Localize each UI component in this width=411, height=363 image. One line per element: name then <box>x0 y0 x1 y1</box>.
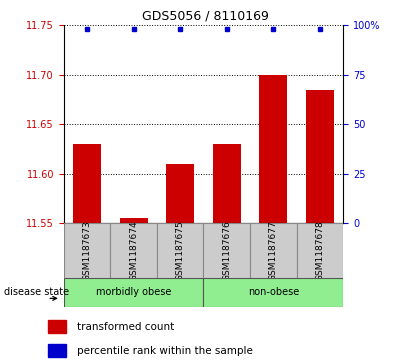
Bar <box>250 223 297 278</box>
Bar <box>213 144 241 223</box>
Bar <box>203 278 343 307</box>
Text: GSM1187673: GSM1187673 <box>83 220 92 281</box>
Text: GDS5056 / 8110169: GDS5056 / 8110169 <box>142 9 269 22</box>
FancyArrowPatch shape <box>50 297 57 300</box>
Text: GSM1187678: GSM1187678 <box>315 220 324 281</box>
Bar <box>64 223 110 278</box>
Text: GSM1187677: GSM1187677 <box>269 220 278 281</box>
Bar <box>48 344 67 357</box>
Bar <box>259 75 287 223</box>
Bar <box>64 278 203 307</box>
Text: disease state: disease state <box>4 287 69 297</box>
Bar <box>73 144 101 223</box>
Text: transformed count: transformed count <box>77 322 175 332</box>
Bar <box>166 164 194 223</box>
Bar <box>48 320 67 333</box>
Bar <box>297 223 343 278</box>
Text: GSM1187675: GSM1187675 <box>175 220 185 281</box>
Text: non-obese: non-obese <box>248 287 299 297</box>
Text: GSM1187676: GSM1187676 <box>222 220 231 281</box>
Text: percentile rank within the sample: percentile rank within the sample <box>77 346 253 356</box>
Bar <box>157 223 203 278</box>
Text: GSM1187674: GSM1187674 <box>129 220 138 281</box>
Bar <box>306 90 334 223</box>
Bar <box>120 218 148 223</box>
Bar <box>203 223 250 278</box>
Text: morbidly obese: morbidly obese <box>96 287 171 297</box>
Bar <box>110 223 157 278</box>
